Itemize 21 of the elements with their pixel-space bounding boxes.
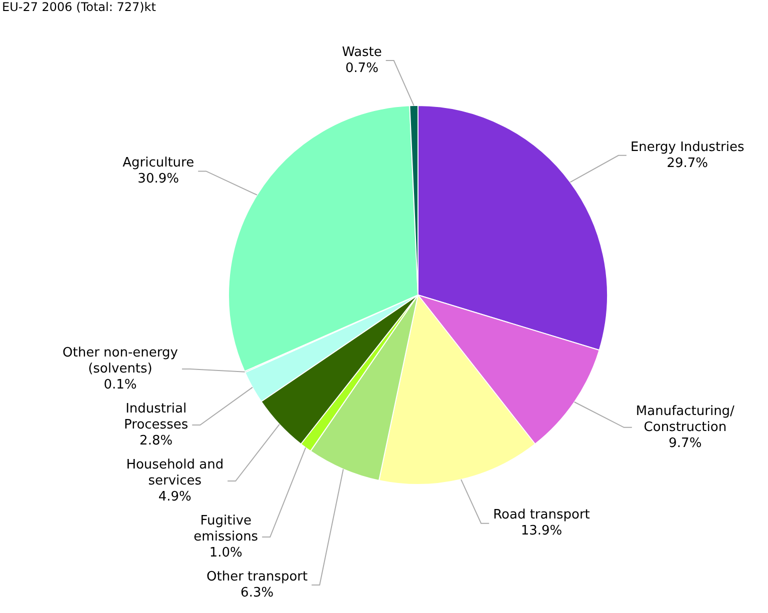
slice-label: Fugitive emissions (194, 513, 258, 544)
slice-label: Industrial Processes (124, 401, 188, 432)
data-label: 9.7% (668, 436, 702, 451)
slice-label: Household and services (126, 457, 224, 488)
slice-label: Manufacturing/ Construction (636, 404, 736, 435)
data-label: 0.1% (104, 377, 137, 392)
data-label: 13.9% (520, 524, 562, 539)
slice-label: Energy Industries (630, 140, 744, 155)
data-label: 0.7% (345, 60, 378, 76)
data-label: 29.7% (666, 156, 708, 171)
data-label: 30.9% (138, 172, 179, 187)
slice-label: Agriculture (122, 156, 194, 171)
data-label: 2.8% (140, 433, 173, 448)
data-label: 1.0% (209, 545, 242, 560)
chart-title: EU-27 2006 (Total: 727)kt (2, 0, 156, 14)
slice-label: Road transport (493, 508, 590, 523)
slice-label: Other transport (206, 569, 308, 584)
data-label: 4.9% (158, 489, 192, 504)
slice-label: Other non-energy (solvents) (62, 345, 178, 376)
slice-label: Waste (342, 44, 382, 60)
data-label: 6.3% (240, 585, 274, 600)
